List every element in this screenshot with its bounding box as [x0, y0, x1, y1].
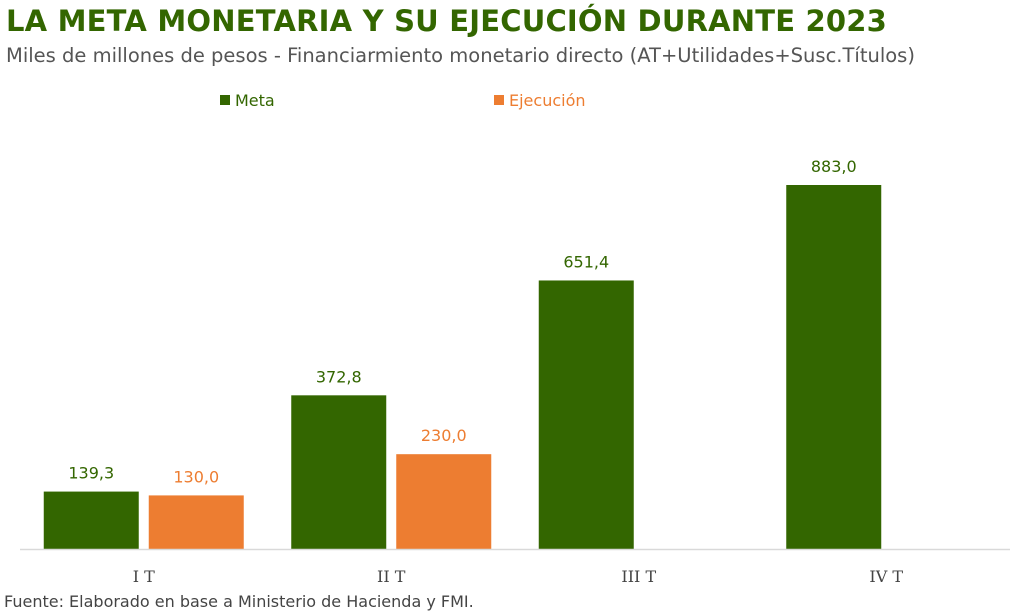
legend-item-meta: Meta — [220, 91, 275, 110]
x-tick-label: I T — [133, 567, 155, 586]
x-tick-label: II T — [377, 567, 406, 586]
legend-item-ejecucion: Ejecución — [494, 91, 586, 110]
bar-ejecucion — [148, 495, 244, 549]
data-label: 130,0 — [173, 467, 219, 486]
bar-ejecucion — [396, 454, 492, 549]
legend-swatch-ejecucion — [494, 95, 504, 105]
chart-title: LA META MONETARIA Y SU EJECUCIÓN DURANTE… — [6, 4, 888, 38]
bar-meta — [786, 185, 882, 549]
bar-meta — [291, 395, 387, 549]
x-tick-label: IV T — [869, 567, 903, 586]
chart-subtitle: Miles de millones de pesos - Financiarmi… — [6, 44, 915, 67]
legend-swatch-meta — [220, 95, 230, 105]
data-label: 651,4 — [563, 252, 609, 271]
bar-meta — [538, 280, 634, 549]
legend-label-ejecucion: Ejecución — [509, 91, 586, 110]
data-label: 139,3 — [68, 464, 114, 483]
legend-label-meta: Meta — [235, 91, 275, 110]
x-tick-label: III T — [621, 567, 656, 586]
data-label: 883,0 — [811, 157, 857, 176]
source-note: Fuente: Elaborado en base a Ministerio d… — [4, 592, 474, 611]
bar-meta — [43, 491, 139, 549]
data-label: 372,8 — [316, 367, 362, 386]
data-label: 230,0 — [421, 426, 467, 445]
